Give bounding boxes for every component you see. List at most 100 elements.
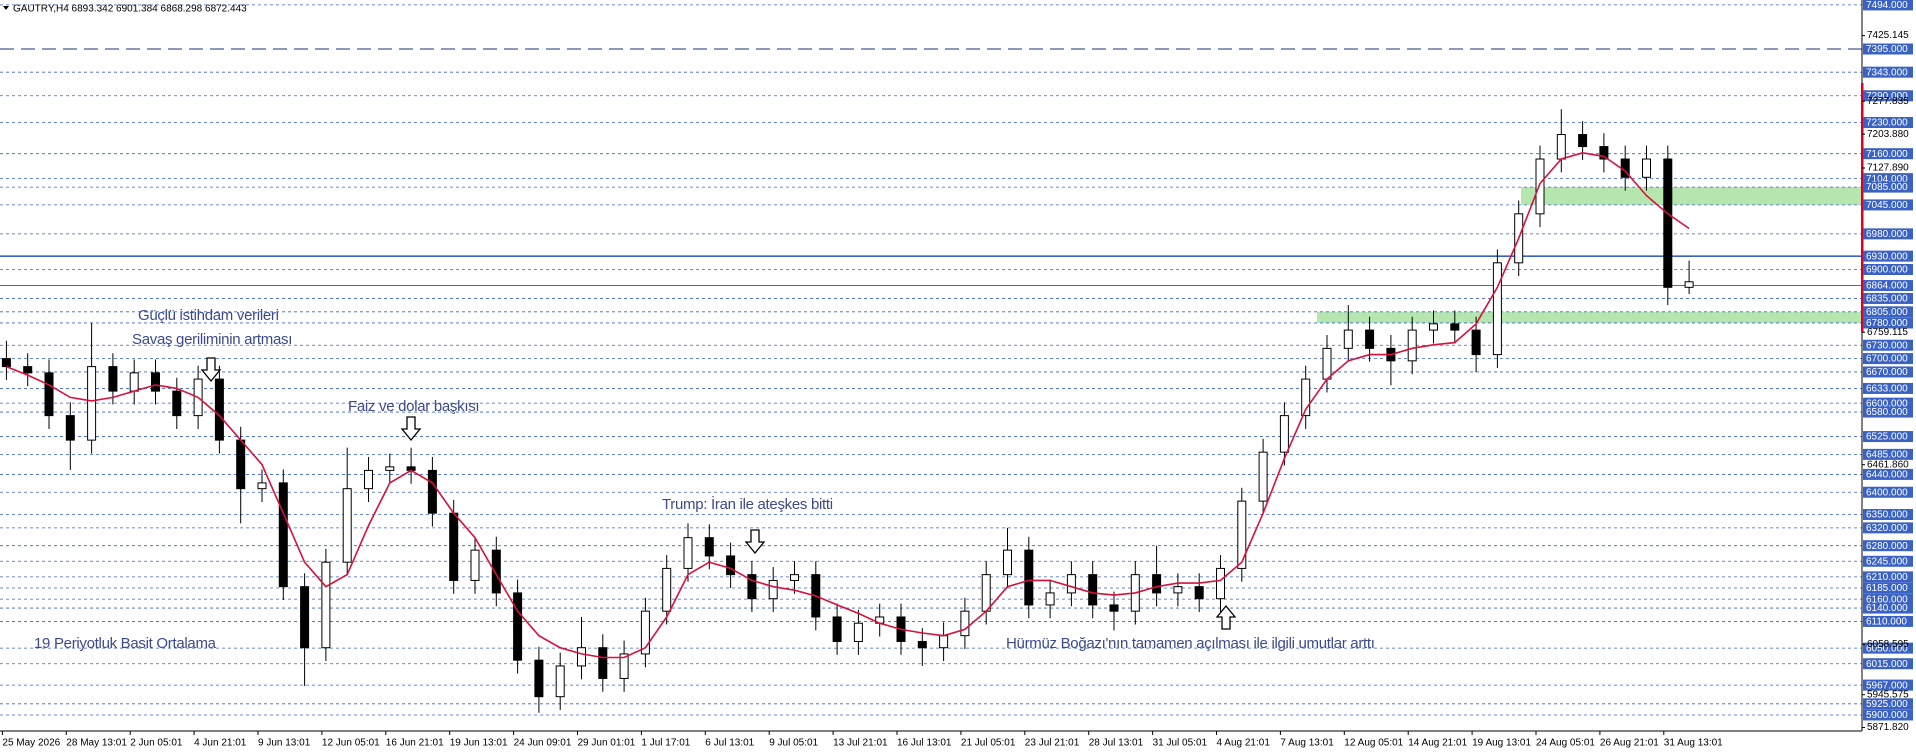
arrows [200,357,1237,630]
level-label: 6185.000 [1866,583,1908,594]
level-label: 6805.000 [1866,307,1908,318]
level-label: 7290.000 [1866,91,1908,102]
candle-body [1599,146,1609,160]
header-icon [3,6,9,10]
candle-body [129,372,139,392]
x-tick-label: 29 Jun 01:01 [578,738,636,749]
candle-body [427,469,437,514]
candle-body [151,372,160,392]
level-label: 6440.000 [1866,470,1908,481]
candle-body [214,378,224,441]
candle-body [1642,158,1651,178]
annotation: Faiz ve dolar başkısı [348,398,479,415]
x-tick-label: 19 Jun 13:01 [450,738,508,749]
candle-body [449,512,459,581]
indicator-bar [1861,83,1864,332]
level-label-bg [1863,540,1913,552]
level-label: 6110.000 [1866,617,1907,628]
candle-body [1450,323,1460,331]
level-label: 7085.000 [1866,182,1908,193]
candle-body [87,366,97,441]
level-label: 6930.000 [1866,251,1908,262]
candle-body [1216,567,1225,600]
x-tick-label: 1 Jul 17:01 [641,738,690,749]
y-tick-label: 6759.115 [1867,327,1908,338]
x-tick-label: 24 Jun 09:01 [514,738,572,749]
level-label: 7160.000 [1866,149,1908,160]
level-label-bg [1863,709,1913,721]
candle-body [1578,134,1588,148]
candle-body [1471,329,1481,356]
candle-body [172,390,182,417]
candle-body [1365,329,1375,349]
annotation: Güçlü istihdam verileri [138,307,279,324]
y-tick-label: 5945.575 [1867,689,1909,700]
level-label: 6015.000 [1866,659,1908,670]
candle-body [385,466,395,471]
candle-body [768,579,778,600]
level-label: 7045.000 [1866,200,1908,211]
zone [1317,311,1862,323]
level-label: 6050.000 [1866,643,1908,654]
y-tick-label: 7127.890 [1867,163,1909,174]
candle-body [300,586,310,649]
level-label: 5925.000 [1866,699,1908,710]
candle-body [1663,158,1673,288]
level-label: 6835.000 [1866,294,1908,305]
x-tick-label: 14 Aug 21:01 [1408,738,1467,749]
level-label: 6210.000 [1866,572,1908,583]
level-label-bg [1863,486,1913,498]
level-label: 6280.000 [1866,541,1908,552]
candle-body [640,610,650,655]
x-tick-label: 28 Jul 13:01 [1089,738,1144,749]
arrow-up [1215,604,1237,630]
candle-body [1279,415,1289,453]
x-tick-label: 9 Jul 05:01 [769,738,818,749]
candle-body [981,574,991,612]
candle-body [257,482,267,490]
x-tick-label: 25 May 2026 [2,738,60,749]
level-label-bg [1863,0,1913,11]
level-label: 6525.000 [1866,432,1908,443]
level-label: 6700.000 [1866,354,1908,365]
candle-body [1194,586,1204,600]
level-label-bg [1863,571,1913,583]
x-tick-label: 7 Aug 13:01 [1280,738,1334,749]
level-label: 6780.000 [1866,318,1908,329]
x-tick-label: 24 Aug 05:01 [1536,738,1595,749]
candle-body [321,561,331,649]
level-label-bg [1863,593,1913,605]
candle-body [662,567,672,612]
x-tick-label: 31 Jul 05:01 [1153,738,1208,749]
candle-body [704,537,714,557]
candle-body [342,488,352,563]
level-label-bg [1863,397,1913,409]
x-tick-label: 13 Jul 21:01 [833,738,888,749]
x-tick-label: 19 Aug 13:01 [1472,738,1531,749]
level-label: 6245.000 [1866,556,1908,567]
level-label: 6400.000 [1866,487,1908,498]
arrow-down [744,529,766,555]
x-tick-label: 9 Jun 13:01 [258,738,311,749]
level-label-bg [1863,90,1913,102]
level-label-bg [1863,431,1913,443]
levels [0,4,1862,716]
candle-body [65,415,75,441]
level-label: 7230.000 [1866,118,1908,129]
candle-body [853,622,863,642]
level-label-bg [1863,679,1913,691]
level-label-bg [1863,317,1913,329]
level-label-bg [1863,448,1913,460]
arrow-down [400,416,422,442]
y-tick-label: 7203.880 [1867,129,1909,140]
level-label-bg [1863,353,1913,365]
candle-body [1024,549,1034,606]
x-tick-label: 6 Jul 13:01 [705,738,754,749]
y-tick-label: 5871.820 [1867,722,1909,733]
x-tick-label: 23 Jul 21:01 [1025,738,1080,749]
candle-body [278,482,288,588]
candle-body [1152,574,1162,594]
candle-body [960,610,970,637]
